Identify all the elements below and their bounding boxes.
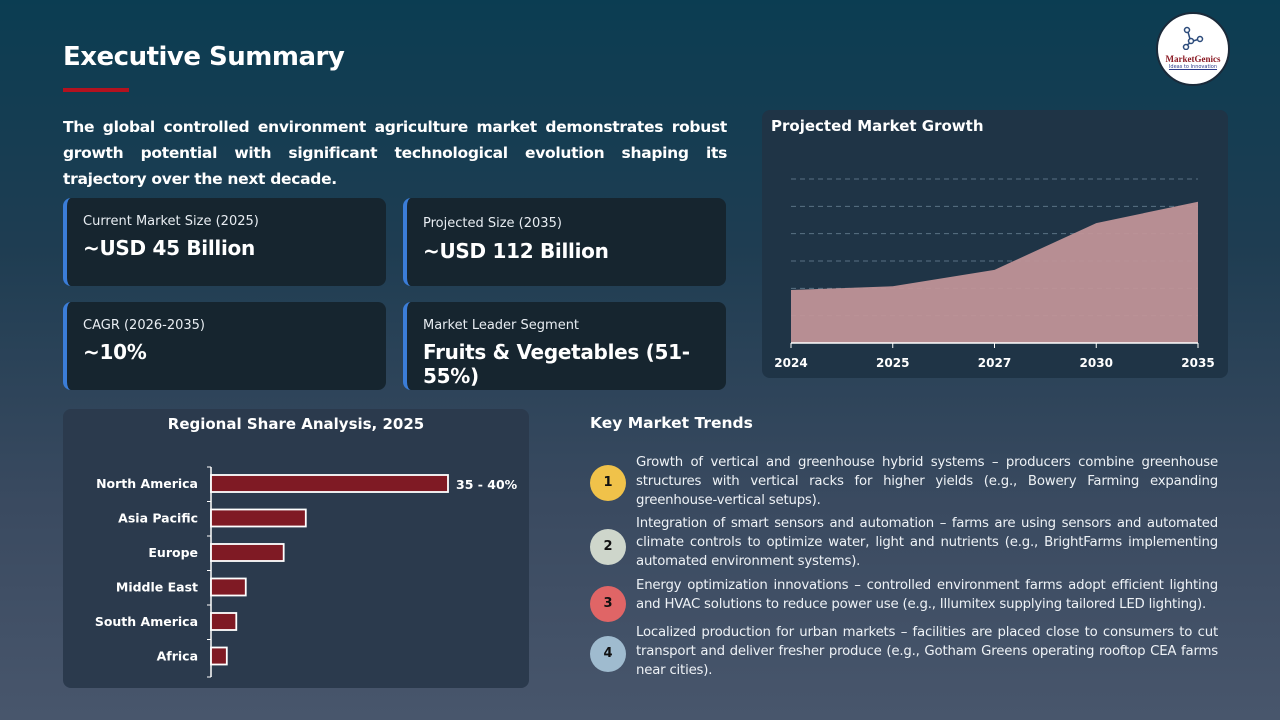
category-label: South America xyxy=(95,614,198,629)
category-label: North America xyxy=(96,476,198,491)
metric-value: ~10% xyxy=(83,340,147,364)
category-label: Europe xyxy=(148,545,198,560)
bar-chart: North America 35 - 40% Asia Pacific Europe M… xyxy=(95,466,518,678)
logo: MarketGenics Ideas to Innovation xyxy=(1156,12,1230,86)
bar xyxy=(210,612,238,631)
metric-card-current-size: Current Market Size (2025) ~USD 45 Billi… xyxy=(63,198,386,286)
category-label: Africa xyxy=(157,649,198,664)
trend-number-badge: 1 xyxy=(590,465,626,501)
x-tick-label: 2024 xyxy=(774,356,807,370)
metric-label: Market Leader Segment xyxy=(423,318,580,333)
x-tick-label: 2027 xyxy=(978,356,1011,370)
metric-card-projected-size: Projected Size (2035) ~USD 112 Billion xyxy=(403,198,726,286)
trend-number-badge: 2 xyxy=(590,529,626,565)
bar xyxy=(210,508,307,528)
area-series xyxy=(791,201,1198,343)
network-icon xyxy=(1182,26,1204,51)
metric-value: ~USD 112 Billion xyxy=(423,239,609,263)
trend-text: Integration of smart sensors and automat… xyxy=(636,516,1218,569)
intro-text: The global controlled environment agricu… xyxy=(63,118,727,188)
bar xyxy=(210,577,247,597)
x-tick-label: 2030 xyxy=(1080,356,1113,370)
chart-title: Projected Market Growth xyxy=(771,117,984,135)
trend-text: Energy optimization innovations – contro… xyxy=(636,578,1218,612)
metric-value: Fruits & Vegetables (51-55%) xyxy=(423,340,690,388)
logo-tagline: Ideas to Innovation xyxy=(1168,64,1218,70)
page-title: Executive Summary xyxy=(63,42,345,72)
metric-label: Projected Size (2035) xyxy=(423,216,562,231)
metric-value: ~USD 45 Billion xyxy=(83,236,255,260)
x-tick-label: 2035 xyxy=(1181,356,1214,370)
projected-growth-panel: Projected Market Growth 2024 2025 2027 2030… xyxy=(762,110,1228,378)
bar xyxy=(210,474,449,493)
trend-number-badge: 3 xyxy=(590,586,626,622)
metric-card-leader-segment: Market Leader Segment Fruits & Vegetable… xyxy=(403,302,726,390)
trend-text: Localized production for urban markets –… xyxy=(636,625,1218,678)
category-label: Middle East xyxy=(116,580,198,595)
data-label: 35 - 40% xyxy=(456,477,518,492)
chart-title: Regional Share Analysis, 2025 xyxy=(167,415,425,433)
metric-label: CAGR (2026-2035) xyxy=(83,318,205,333)
metric-label: Current Market Size (2025) xyxy=(83,214,259,229)
trend-text: Growth of vertical and greenhouse hybrid… xyxy=(636,455,1218,508)
metric-card-cagr: CAGR (2026-2035) ~10% xyxy=(63,302,386,390)
trends-title: Key Market Trends xyxy=(590,414,753,432)
title-underline xyxy=(63,88,129,92)
logo-name: MarketGenics xyxy=(1165,54,1221,64)
trend-number-badge: 4 xyxy=(590,636,626,672)
regional-share-panel: Regional Share Analysis, 2025 North Amer… xyxy=(63,409,529,688)
bar xyxy=(210,543,285,562)
x-tick-label: 2025 xyxy=(876,356,909,370)
category-label: Asia Pacific xyxy=(118,511,198,526)
area-chart: 2024 2025 2027 2030 2035 xyxy=(774,178,1215,370)
bar xyxy=(210,646,228,666)
